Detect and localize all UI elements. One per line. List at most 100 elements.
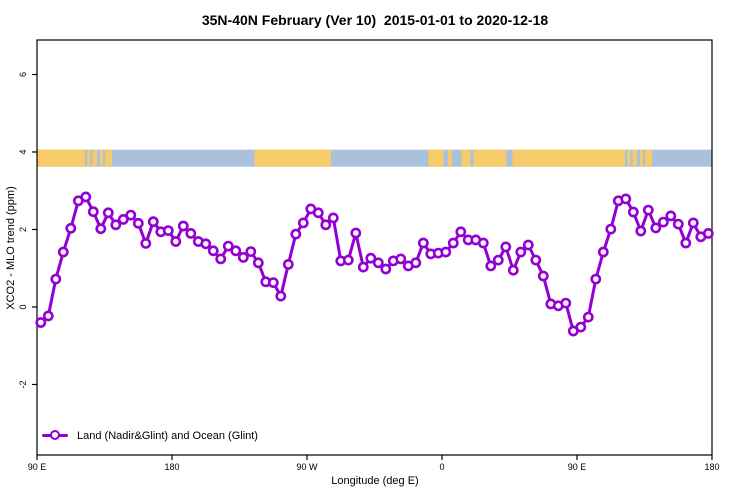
data-point — [500, 241, 512, 253]
data-point — [215, 253, 227, 265]
data-point — [132, 217, 144, 229]
data-point — [650, 222, 662, 234]
data-point — [267, 277, 279, 288]
map-band-land-segment — [627, 149, 631, 167]
legend-label: Land (Nadir&Glint) and Ocean (Glint) — [77, 429, 258, 442]
data-point — [230, 245, 242, 257]
data-point — [50, 273, 62, 285]
data-point — [320, 219, 332, 231]
data-point — [485, 260, 497, 272]
map-band-land-segment — [640, 149, 643, 167]
data-point — [327, 212, 339, 224]
map-band-land-segment — [473, 149, 507, 167]
data-point — [380, 263, 392, 275]
data-point — [492, 254, 504, 266]
data-point — [582, 311, 594, 323]
x-tick-label: 90 W — [296, 462, 318, 472]
map-band-land-segment — [512, 149, 625, 167]
data-point — [605, 223, 617, 235]
data-point — [207, 245, 219, 257]
data-point — [560, 297, 572, 309]
data-point — [147, 216, 159, 228]
x-tick-label: 180 — [704, 462, 719, 472]
data-point — [312, 207, 324, 219]
data-point — [57, 246, 69, 258]
data-point — [42, 310, 54, 322]
map-band-land-segment — [632, 149, 637, 167]
map-band-land-segment — [428, 149, 444, 167]
data-point — [590, 273, 602, 285]
data-point — [657, 216, 669, 228]
data-point — [275, 290, 287, 302]
data-point — [245, 246, 257, 257]
y-tick-label: 0 — [18, 304, 28, 309]
data-point — [95, 223, 107, 235]
x-tick-label: 180 — [164, 462, 179, 472]
data-point — [597, 246, 609, 258]
data-point — [515, 246, 527, 258]
data-point — [447, 237, 459, 249]
data-point — [125, 209, 137, 221]
plot-border — [36, 39, 713, 456]
data-point — [342, 254, 354, 266]
data-point — [702, 227, 714, 239]
data-point — [365, 252, 377, 264]
legend-line-circle-icon — [42, 429, 68, 442]
data-point — [642, 204, 654, 216]
data-point — [102, 207, 114, 219]
data-point — [140, 237, 152, 249]
data-point — [65, 222, 77, 234]
data-point — [372, 257, 384, 269]
data-point — [200, 238, 212, 250]
data-point — [620, 193, 632, 205]
data-point — [237, 251, 249, 263]
data-point — [350, 227, 362, 239]
data-point — [410, 257, 422, 269]
data-point — [530, 254, 542, 266]
data-point — [477, 237, 489, 249]
map-band-land-segment — [105, 149, 112, 167]
data-point — [110, 219, 122, 231]
map-band-land-segment — [92, 149, 97, 167]
legend: Land (Nadir&Glint) and Ocean (Glint) — [42, 429, 258, 442]
data-point — [440, 246, 452, 258]
data-point — [507, 264, 519, 276]
x-tick-label: 90 E — [28, 462, 47, 472]
data-point — [357, 261, 369, 273]
data-point — [185, 227, 197, 239]
data-point — [80, 191, 92, 203]
data-point — [635, 225, 647, 237]
map-band-land-segment — [37, 149, 85, 167]
chart-title: 35N-40N February (Ver 10) 2015-01-01 to … — [201, 12, 549, 28]
map-band-land-segment — [254, 149, 331, 167]
data-point — [680, 237, 692, 249]
data-point — [222, 240, 234, 252]
data-point — [575, 321, 587, 333]
data-point — [177, 220, 189, 232]
data-point — [455, 226, 467, 238]
data-point — [282, 258, 294, 270]
map-band-land-segment — [645, 149, 652, 167]
data-point — [537, 270, 549, 282]
data-point — [417, 237, 429, 249]
data-point — [672, 218, 684, 230]
map-band-land-segment — [100, 149, 103, 167]
data-point — [297, 217, 309, 229]
map-band-land-segment — [448, 149, 452, 167]
y-tick-label: 4 — [18, 149, 28, 154]
y-tick-label: 2 — [18, 227, 28, 232]
y-tick-label: -2 — [18, 380, 28, 388]
data-point — [252, 257, 264, 269]
x-axis-label: Longitude (deg E) — [331, 475, 419, 487]
map-band-land-segment — [461, 149, 471, 167]
data-point — [665, 210, 677, 222]
data-point — [522, 239, 534, 251]
y-tick-label: 6 — [18, 72, 28, 77]
data-point — [162, 225, 174, 236]
map-band-land-segment — [87, 149, 91, 167]
data-point — [170, 236, 182, 247]
x-tick-label: 90 E — [568, 462, 587, 472]
legend-circle-swatch — [50, 430, 60, 440]
